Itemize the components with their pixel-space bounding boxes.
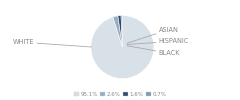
Text: HISPANIC: HISPANIC (127, 38, 189, 44)
Text: ASIAN: ASIAN (127, 27, 179, 43)
Wedge shape (118, 16, 122, 47)
Text: BLACK: BLACK (127, 46, 180, 56)
Wedge shape (91, 16, 154, 78)
Wedge shape (121, 16, 122, 47)
Wedge shape (113, 16, 122, 47)
Text: WHITE: WHITE (13, 39, 91, 47)
Legend: 95.1%, 2.6%, 1.6%, 0.7%: 95.1%, 2.6%, 1.6%, 0.7% (72, 90, 168, 99)
